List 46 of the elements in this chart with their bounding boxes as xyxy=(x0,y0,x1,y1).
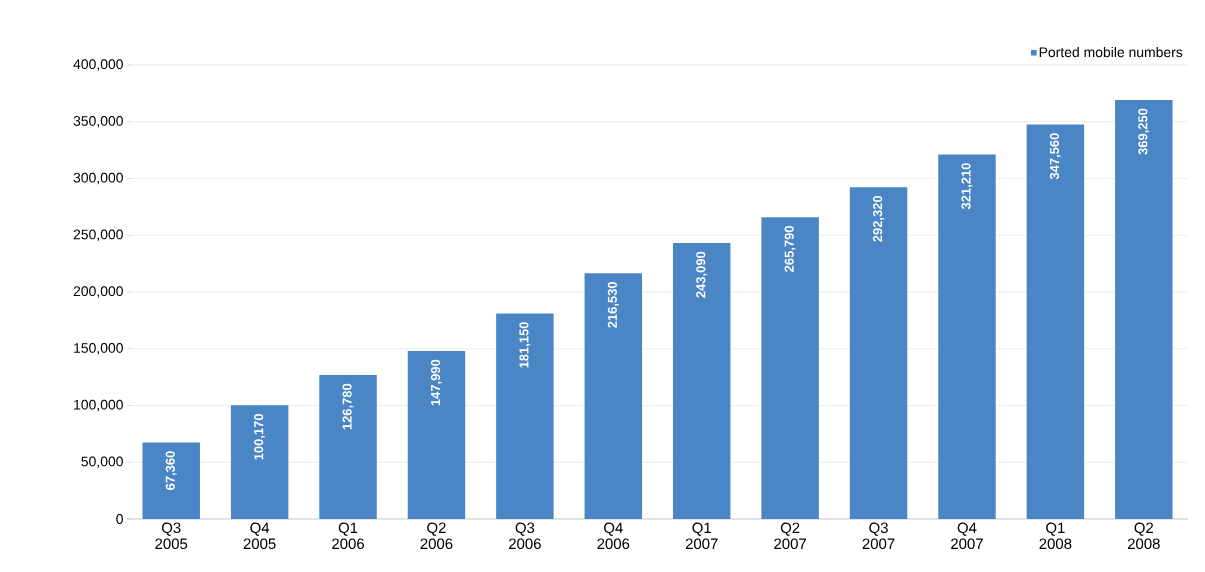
bar xyxy=(407,351,466,519)
y-tick-label: 200,000 xyxy=(73,286,123,298)
bar xyxy=(1115,99,1173,519)
y-tick-label: 300,000 xyxy=(73,172,123,185)
data-label: 321,210 xyxy=(961,163,973,210)
y-tick-label: 350,000 xyxy=(73,115,123,128)
data-label: 369,250 xyxy=(1138,108,1150,155)
data-label: 265,790 xyxy=(784,226,796,272)
x-tick-label: Q3 2006 xyxy=(509,522,541,550)
bar xyxy=(1026,124,1085,519)
data-label: 181,150 xyxy=(519,322,531,368)
bar xyxy=(672,243,731,519)
y-tick-label: 100,000 xyxy=(74,399,123,412)
bar xyxy=(496,313,554,519)
x-tick-label: Q3 2007 xyxy=(862,522,895,550)
y-tick-label: 400,000 xyxy=(73,59,123,71)
data-label: 243,090 xyxy=(696,251,708,298)
data-label: 126,780 xyxy=(342,383,354,430)
bar xyxy=(849,187,908,519)
bar xyxy=(938,154,996,519)
y-tick-label: 150,000 xyxy=(74,342,123,355)
bar xyxy=(230,405,289,519)
bar xyxy=(319,375,377,519)
bar xyxy=(761,217,819,519)
data-label: 216,530 xyxy=(607,281,619,328)
x-tick-label: Q2 2008 xyxy=(1127,522,1160,550)
x-tick-label: Q2 2007 xyxy=(774,522,806,550)
data-label: 292,320 xyxy=(873,195,885,242)
legend-label: Ported mobile numbers xyxy=(1039,46,1183,58)
bar xyxy=(584,273,643,519)
y-tick-label: 50,000 xyxy=(81,456,123,469)
x-tick-label: Q2 2006 xyxy=(420,522,453,550)
data-label: 147,990 xyxy=(430,359,442,406)
y-tick-label: 250,000 xyxy=(73,229,123,242)
y-tick-label: 0 xyxy=(116,514,123,524)
data-label: 67,360 xyxy=(165,451,177,490)
x-tick-label: Q4 2007 xyxy=(951,522,983,550)
x-tick-label: Q1 2008 xyxy=(1039,522,1072,550)
data-label: 100,170 xyxy=(254,414,266,460)
bar xyxy=(142,442,200,519)
data-label: 347,560 xyxy=(1049,133,1061,180)
x-tick-label: Q3 2005 xyxy=(155,522,188,550)
x-tick-label: Q1 2007 xyxy=(685,522,718,550)
x-tick-label: Q4 2005 xyxy=(243,522,276,550)
x-tick-label: Q1 2006 xyxy=(332,522,364,550)
x-tick-label: Q4 2006 xyxy=(597,522,630,550)
